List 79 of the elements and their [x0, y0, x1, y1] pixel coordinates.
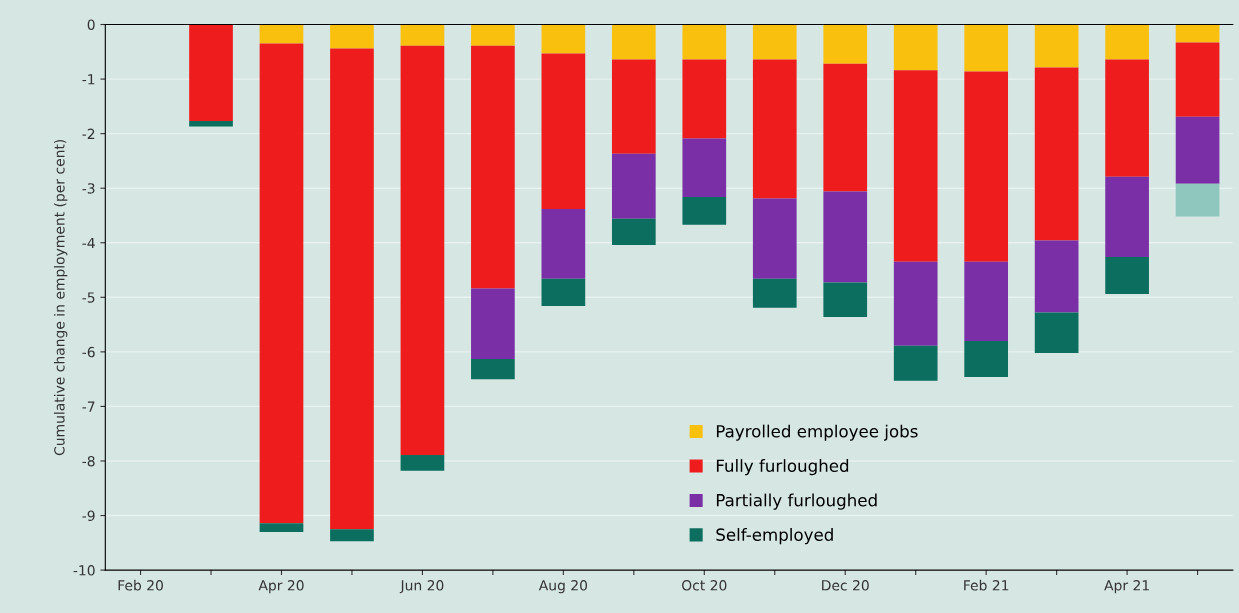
bar [611, 24, 656, 60]
bar [682, 196, 727, 225]
y-tick-label: -7 [82, 401, 95, 412]
bar [823, 191, 868, 283]
bar [893, 70, 938, 262]
bar [1175, 116, 1220, 184]
bar [400, 45, 445, 455]
x-tick-label: Feb 20 [118, 579, 163, 591]
bar [752, 59, 797, 199]
y-tick-label: -4 [82, 237, 95, 249]
bar [611, 59, 656, 154]
bar [752, 198, 797, 279]
bar [330, 24, 374, 49]
bar [259, 43, 304, 524]
y-tick-label: -9 [82, 510, 95, 522]
y-tick-label: -5 [82, 292, 95, 303]
bar [1105, 256, 1149, 295]
legend-label: Fully furloughed [716, 459, 849, 476]
bar [259, 24, 304, 44]
bar [541, 208, 586, 279]
y-tick-label: -6 [82, 346, 95, 358]
bar [541, 278, 586, 307]
bar [682, 24, 727, 60]
bar [823, 282, 868, 317]
bar [471, 45, 515, 289]
y-tick-label: 0 [87, 19, 95, 30]
y-tick-label: -2 [82, 128, 95, 139]
legend-label: Self-employed [716, 528, 833, 545]
x-tick-label: Apr 21 [1104, 580, 1149, 594]
bar [541, 53, 586, 209]
bar [471, 358, 515, 380]
bar [189, 24, 233, 122]
bar [823, 63, 868, 192]
bar [189, 121, 233, 127]
bar [1175, 24, 1220, 43]
legend-label: Partially furloughed [716, 493, 877, 510]
bar [330, 529, 374, 542]
x-tick-label: Dec 20 [822, 580, 869, 591]
bar [330, 48, 374, 530]
bar [1105, 59, 1149, 177]
bar [682, 138, 727, 197]
bar [893, 261, 938, 346]
bar [964, 71, 1009, 262]
bar [400, 24, 445, 46]
x-tick-label: Oct 20 [682, 580, 727, 591]
legend-label: Payrolled employee jobs [716, 424, 918, 441]
bar [964, 261, 1009, 341]
y-tick-label: -3 [82, 183, 95, 194]
bar [1175, 42, 1220, 117]
bar [259, 523, 304, 532]
bar [471, 24, 515, 46]
bar [964, 24, 1009, 72]
bar [964, 340, 1009, 377]
bar [611, 218, 656, 245]
y-axis-title: Cumulative change in employment (per cent) [53, 139, 68, 456]
x-tick-label: Jun 20 [399, 580, 444, 594]
bar [682, 59, 727, 139]
bar [400, 454, 445, 471]
bar [893, 24, 938, 71]
y-tick-label: -1 [82, 74, 95, 85]
y-tick-label: -8 [82, 455, 95, 467]
bar [541, 24, 586, 54]
bar [1034, 67, 1079, 241]
bar [471, 288, 515, 359]
x-tick-label: Feb 21 [964, 579, 1009, 591]
bar [752, 278, 797, 308]
bar [823, 24, 868, 64]
bar [1175, 183, 1220, 217]
bar [1034, 240, 1079, 313]
x-tick-label: Apr 20 [258, 580, 304, 594]
y-tick-label: -10 [73, 565, 95, 576]
bar [1034, 312, 1079, 353]
bar [893, 345, 938, 381]
x-tick-label: Aug 20 [538, 580, 588, 594]
bar [611, 153, 656, 219]
bar [1105, 176, 1149, 257]
bar [1034, 24, 1079, 68]
bar [1105, 24, 1149, 60]
bar [752, 24, 797, 60]
